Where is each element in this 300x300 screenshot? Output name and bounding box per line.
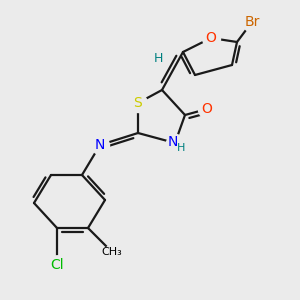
Text: N: N xyxy=(95,138,105,152)
Text: N: N xyxy=(168,135,178,149)
Text: O: O xyxy=(202,102,212,116)
Text: Cl: Cl xyxy=(50,258,64,272)
Text: O: O xyxy=(206,31,216,45)
Text: H: H xyxy=(153,52,163,64)
Text: Br: Br xyxy=(244,15,260,29)
Text: H: H xyxy=(177,143,185,153)
Text: CH₃: CH₃ xyxy=(102,247,122,257)
Text: S: S xyxy=(134,96,142,110)
